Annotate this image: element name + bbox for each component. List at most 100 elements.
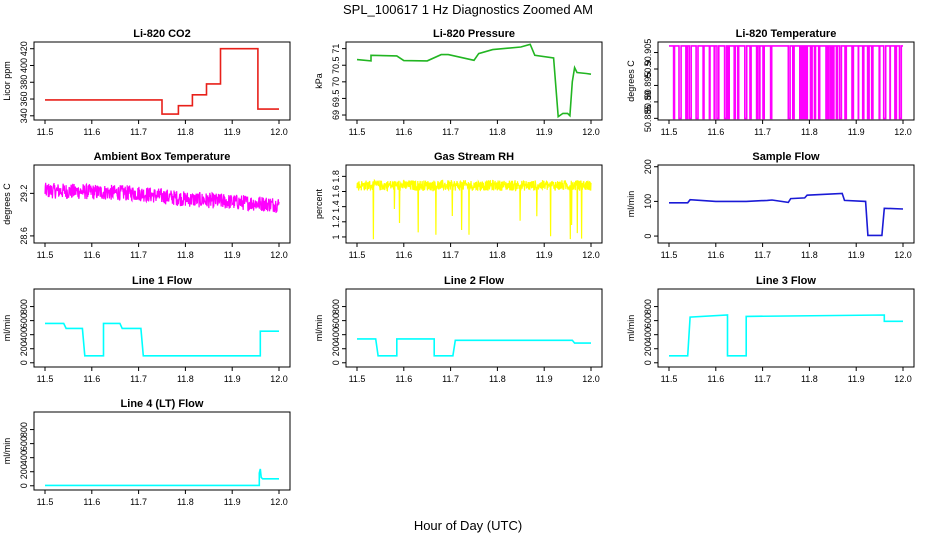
x-tick-label: 11.9: [848, 374, 865, 384]
y-tick-label: 200: [19, 341, 29, 356]
y-tick-label: 800: [331, 299, 341, 314]
y-tick-label: 0: [19, 360, 29, 365]
x-tick-label: 11.9: [224, 497, 241, 507]
x-tick-label: 11.8: [489, 250, 506, 260]
x-tick-label: 12.0: [270, 127, 288, 137]
data-layer: [669, 314, 903, 357]
panel-title: Li-820 Pressure: [433, 28, 515, 40]
x-tick-label: 11.8: [177, 374, 194, 384]
x-tick-label: 11.6: [83, 250, 100, 260]
x-tick-label: 11.5: [349, 127, 366, 137]
y-tick-label: 70: [331, 77, 341, 87]
plot-frame: [345, 164, 603, 244]
y-tick-label: 800: [19, 299, 29, 314]
y-tick-label: 200: [19, 464, 29, 479]
series-line: [357, 338, 591, 357]
data-layer: [45, 468, 279, 487]
x-tick-label: 11.7: [130, 374, 147, 384]
figure-title: SPL_100617 1 Hz Diagnostics Zoomed AM: [342, 2, 594, 17]
panel-9: Line 3 Flow ml/min 11.5 11.6 11.7 11.8 11.9 12.…: [626, 275, 915, 384]
y-tick-label: 0: [643, 234, 653, 239]
panel-4: Ambient Box Temperature degrees C 11.5 11.6…: [2, 151, 291, 260]
x-tick-label: 11.9: [848, 250, 865, 260]
data-layer: [669, 45, 903, 120]
y-tick-label: 50.885: [643, 105, 653, 133]
y-tick-label: 0: [331, 360, 341, 365]
x-tick-label: 12.0: [270, 374, 288, 384]
y-axis-label: ml/min: [2, 438, 12, 465]
y-tick-label: 360: [19, 92, 29, 107]
y-tick-label: 600: [19, 436, 29, 451]
panel-title: Line 2 Flow: [444, 275, 504, 287]
y-tick-label: 0: [643, 360, 653, 365]
plot-frame: [33, 411, 291, 491]
x-tick-label: 11.5: [37, 497, 54, 507]
y-tick-label: 800: [19, 422, 29, 437]
plot-frame: [657, 164, 915, 244]
x-tick-label: 11.9: [536, 374, 553, 384]
y-tick-label: 0: [19, 483, 29, 488]
plot-frame: [33, 164, 291, 244]
x-tick-label: 12.0: [582, 374, 600, 384]
y-tick-label: 400: [19, 58, 29, 73]
y-axis-label: Licor ppm: [2, 61, 12, 101]
y-tick-label: 29.2: [19, 185, 29, 203]
y-tick-label: 800: [643, 299, 653, 314]
x-tick-label: 11.5: [37, 127, 54, 137]
series-line: [669, 192, 904, 237]
y-tick-label: 600: [643, 313, 653, 328]
x-tick-label: 11.9: [848, 127, 865, 137]
plot-frame: [345, 288, 603, 368]
plot-frame: [345, 41, 603, 121]
y-tick-label: 70.5: [331, 56, 341, 74]
y-tick-label: 69.5: [331, 90, 341, 108]
data-layer: [356, 43, 592, 119]
plot-frame: [657, 288, 915, 368]
x-tick-label: 11.8: [801, 374, 818, 384]
x-tick-label: 11.9: [224, 127, 241, 137]
series-line: [356, 178, 592, 240]
panel-2: Li-820 Pressure kPa 11.5 11.6 11.7 11.8 11.9 12…: [314, 28, 603, 137]
panel-title: Line 3 Flow: [756, 275, 816, 287]
x-tick-label: 11.9: [224, 250, 241, 260]
panel-title: Ambient Box Temperature: [94, 151, 231, 163]
y-tick-label: 50.9: [643, 60, 653, 78]
series-line: [45, 322, 279, 357]
x-tick-label: 11.7: [754, 127, 771, 137]
y-axis-label: ml/min: [626, 191, 636, 218]
x-tick-label: 11.8: [489, 127, 506, 137]
x-tick-label: 11.8: [489, 374, 506, 384]
panel-title: Li-820 Temperature: [736, 28, 837, 40]
data-layer: [45, 322, 279, 357]
series-line: [44, 182, 280, 214]
x-tick-label: 11.7: [130, 497, 147, 507]
data-layer: [44, 182, 280, 214]
x-tick-label: 11.7: [130, 127, 147, 137]
y-tick-label: 400: [331, 327, 341, 342]
panel-title: Line 1 Flow: [132, 275, 192, 287]
y-tick-label: 340: [19, 108, 29, 123]
y-tick-label: 1: [331, 234, 341, 239]
data-layer: [669, 192, 904, 237]
x-tick-label: 11.6: [395, 127, 412, 137]
y-tick-label: 50.895: [643, 72, 653, 100]
x-tick-label: 11.6: [707, 374, 724, 384]
panel-title: Li-820 CO2: [133, 28, 190, 40]
x-tick-label: 11.8: [177, 127, 194, 137]
x-tick-label: 11.6: [707, 250, 724, 260]
panel-title: Sample Flow: [752, 151, 820, 163]
x-tick-label: 11.7: [442, 374, 459, 384]
data-layer: [356, 178, 592, 240]
y-tick-label: 200: [643, 159, 653, 174]
x-tick-label: 11.9: [536, 250, 553, 260]
x-tick-label: 11.7: [442, 127, 459, 137]
y-tick-label: 380: [19, 75, 29, 90]
series-line: [669, 314, 903, 357]
panel-8: Line 2 Flow ml/min 11.5 11.6 11.7 11.8 11.9 12.…: [314, 275, 603, 384]
x-tick-label: 12.0: [582, 250, 600, 260]
y-tick-label: 600: [331, 313, 341, 328]
y-tick-label: 420: [19, 41, 29, 56]
x-tick-label: 11.5: [37, 374, 54, 384]
